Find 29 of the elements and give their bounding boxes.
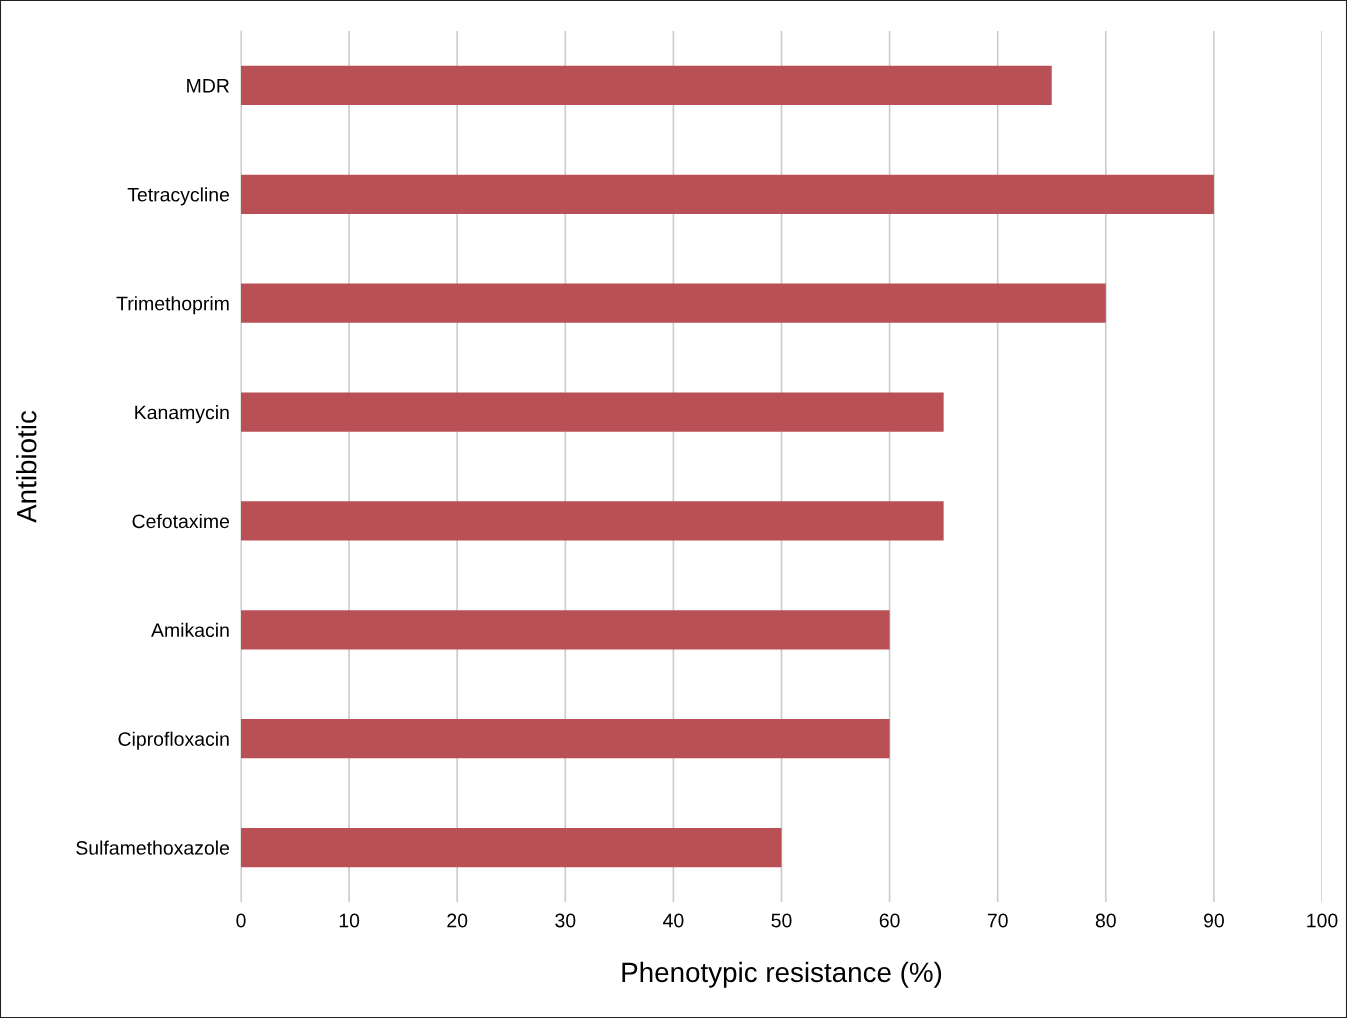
bar [241,283,1106,323]
bar [241,174,1214,214]
x-tick-label: 60 [879,913,900,928]
x-tick-label: 30 [555,913,576,928]
x-axis-title: Phenotypic resistance (%) [622,961,942,988]
y-tick-label: Ciprofloxacin [118,731,229,750]
bar [241,501,944,541]
x-tick-label: 0 [236,913,246,928]
x-tick-label: 100 [1307,913,1338,928]
y-tick-label: Trimethoprim [116,296,229,315]
x-tick-label: 70 [987,913,1008,928]
bar [241,65,1052,106]
bar [241,827,782,868]
x-tick-label: 80 [1095,913,1116,928]
y-axis-title: Antibiotic [16,410,37,523]
x-tick-label: 40 [663,913,684,928]
y-tick-label: Kanamycin [135,405,229,424]
x-tick-label: 20 [447,913,468,928]
y-tick-label: Tetracycline [127,187,230,206]
y-tick-label: MDR [187,79,229,93]
bar [241,392,944,432]
x-tick-label: 90 [1204,913,1224,928]
y-tick-label: Amikacin [151,622,229,638]
y-tick-label: Cefotaxime [132,513,230,529]
bar [241,719,890,759]
y-tick-label: Sulfamethoxazole [76,840,230,855]
bar [241,610,890,650]
x-tick-label: 10 [339,913,360,928]
x-tick-label: 50 [771,913,792,928]
